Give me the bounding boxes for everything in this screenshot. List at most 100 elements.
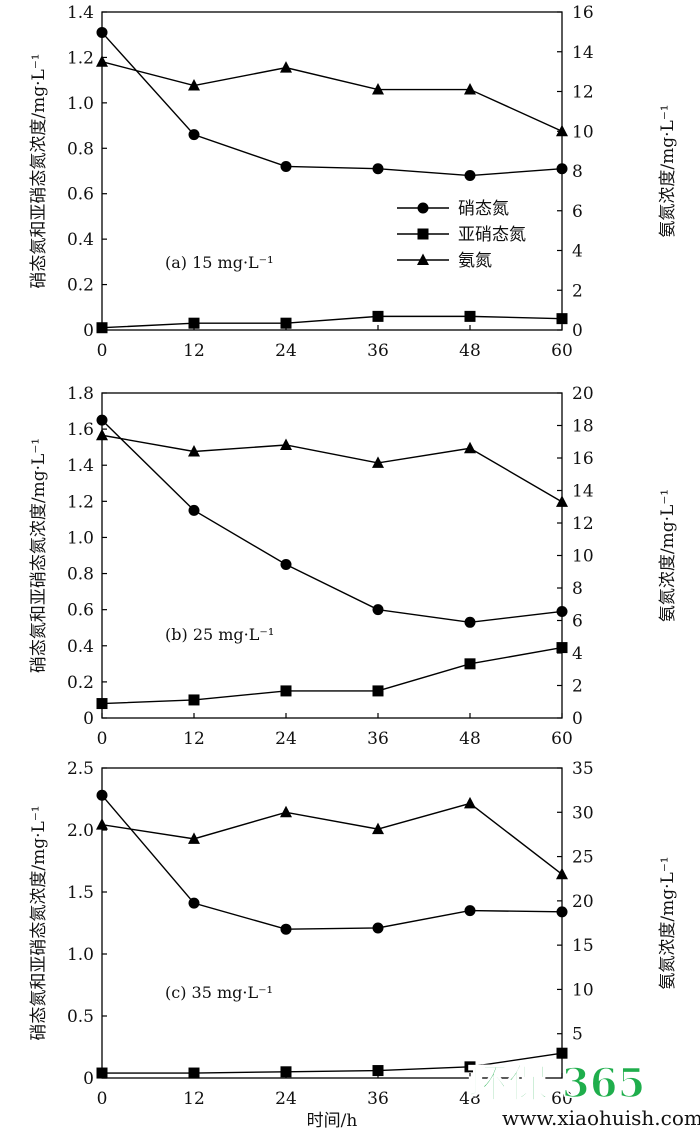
circle-marker	[96, 26, 108, 38]
circle-marker	[372, 922, 384, 934]
triangle-marker	[556, 495, 568, 507]
right-tick-label: 10	[572, 980, 594, 1000]
left-tick-label: 1.0	[67, 94, 94, 114]
circle-marker	[280, 160, 292, 172]
right-tick-label: 25	[572, 848, 594, 868]
series-line	[101, 419, 563, 624]
circle-marker	[188, 897, 200, 909]
right-tick-label: 6	[572, 612, 583, 632]
x-tick-label: 36	[367, 341, 389, 361]
triangle-marker	[96, 818, 108, 830]
square-marker	[96, 1067, 108, 1079]
series-line	[101, 794, 563, 930]
left-tick-label: 0.2	[67, 276, 94, 296]
left-axis-title: 硝态氮和亚硝态氮浓度/mg·L⁻¹	[29, 805, 49, 1040]
triangle-marker	[556, 867, 568, 880]
x-tick-label: 0	[97, 1089, 108, 1109]
square-marker	[280, 317, 292, 329]
plot-frame	[101, 392, 563, 719]
right-tick-label: 16	[572, 3, 594, 23]
x-tick-label: 0	[97, 729, 108, 749]
square-marker	[372, 310, 384, 322]
right-tick-label: 16	[572, 449, 594, 469]
x-tick-label: 60	[551, 1089, 573, 1109]
circle-marker	[188, 129, 200, 141]
series-circle	[96, 789, 568, 935]
square-marker	[96, 698, 108, 710]
right-tick-label: 35	[572, 759, 594, 779]
square-marker	[96, 322, 108, 334]
right-tick-label: 2	[572, 677, 583, 697]
left-tick-label: 0.6	[67, 185, 94, 205]
circle-marker	[556, 605, 568, 617]
triangle-marker	[417, 253, 429, 265]
triangle-marker	[188, 445, 200, 457]
square-marker	[556, 313, 568, 325]
left-axis-title: 硝态氮和亚硝态氮浓度/mg·L⁻¹	[29, 438, 49, 673]
legend-label: 亚硝态氮	[458, 225, 526, 245]
series-line	[101, 646, 563, 705]
square-marker	[417, 228, 429, 240]
right-tick-label: 6	[572, 202, 583, 222]
left-tick-label: 0	[83, 1069, 94, 1089]
square-marker	[188, 317, 200, 329]
left-tick-label: 1.2	[67, 48, 94, 68]
circle-marker	[417, 202, 429, 214]
right-tick-label: 10	[572, 122, 594, 142]
left-tick-label: 1.0	[67, 945, 94, 965]
plot-frame	[101, 11, 563, 331]
square-marker	[556, 1047, 568, 1059]
square-marker	[556, 642, 568, 654]
right-tick-label: 10	[572, 547, 594, 567]
left-tick-label: 1.5	[67, 883, 94, 903]
left-tick-label: 1.6	[67, 420, 94, 440]
x-tick-label: 12	[183, 341, 205, 361]
triangle-marker	[464, 441, 476, 454]
triangle-marker	[96, 428, 108, 441]
x-tick-label: 60	[551, 341, 573, 361]
right-tick-label: 0	[572, 709, 583, 729]
plot-frame	[101, 767, 563, 1079]
left-tick-label: 1.8	[67, 384, 94, 404]
series-triangle	[96, 796, 568, 880]
series-square	[96, 1047, 568, 1079]
left-tick-label: 1.4	[67, 456, 94, 476]
series-line	[102, 1052, 563, 1074]
triangle-marker	[372, 822, 384, 835]
left-tick-label: 1.0	[67, 528, 94, 548]
panel-annotation: (a) 15 mg·L⁻¹	[165, 253, 274, 272]
circle-marker	[372, 163, 384, 175]
right-tick-label: 18	[572, 417, 594, 437]
triangle-marker	[280, 61, 292, 73]
left-tick-label: 0.8	[67, 139, 94, 159]
series-square	[96, 642, 568, 710]
series-line	[101, 61, 563, 132]
right-tick-label: 4	[572, 242, 583, 262]
triangle-marker	[280, 805, 292, 818]
left-tick-label: 0	[83, 321, 94, 341]
series-line	[101, 315, 563, 329]
right-axis-title: 氨氮浓度/mg·L⁻¹	[658, 856, 678, 989]
chart-panel-2: 00.20.40.60.81.01.21.41.61.8024681012141…	[29, 384, 678, 749]
series-line	[101, 434, 563, 503]
right-tick-label: 8	[572, 579, 583, 599]
right-tick-label: 12	[572, 514, 594, 534]
square-marker	[464, 310, 476, 322]
right-tick-label: 14	[572, 482, 594, 502]
left-tick-label: 0.8	[67, 565, 94, 585]
left-axis-title: 硝态氮和亚硝态氮浓度/mg·L⁻¹	[29, 53, 49, 288]
circle-marker	[372, 604, 384, 616]
left-tick-label: 2.0	[67, 821, 94, 841]
left-tick-label: 0.6	[67, 601, 94, 621]
series-square	[96, 310, 568, 334]
right-tick-label: 5	[572, 1025, 583, 1045]
right-tick-label: 15	[572, 936, 594, 956]
left-tick-label: 0.5	[67, 1007, 94, 1027]
circle-marker	[464, 170, 476, 182]
triangle-marker	[188, 79, 200, 91]
left-tick-label: 0.2	[67, 673, 94, 693]
left-tick-label: 1.4	[67, 3, 94, 23]
left-tick-label: 1.2	[67, 492, 94, 512]
